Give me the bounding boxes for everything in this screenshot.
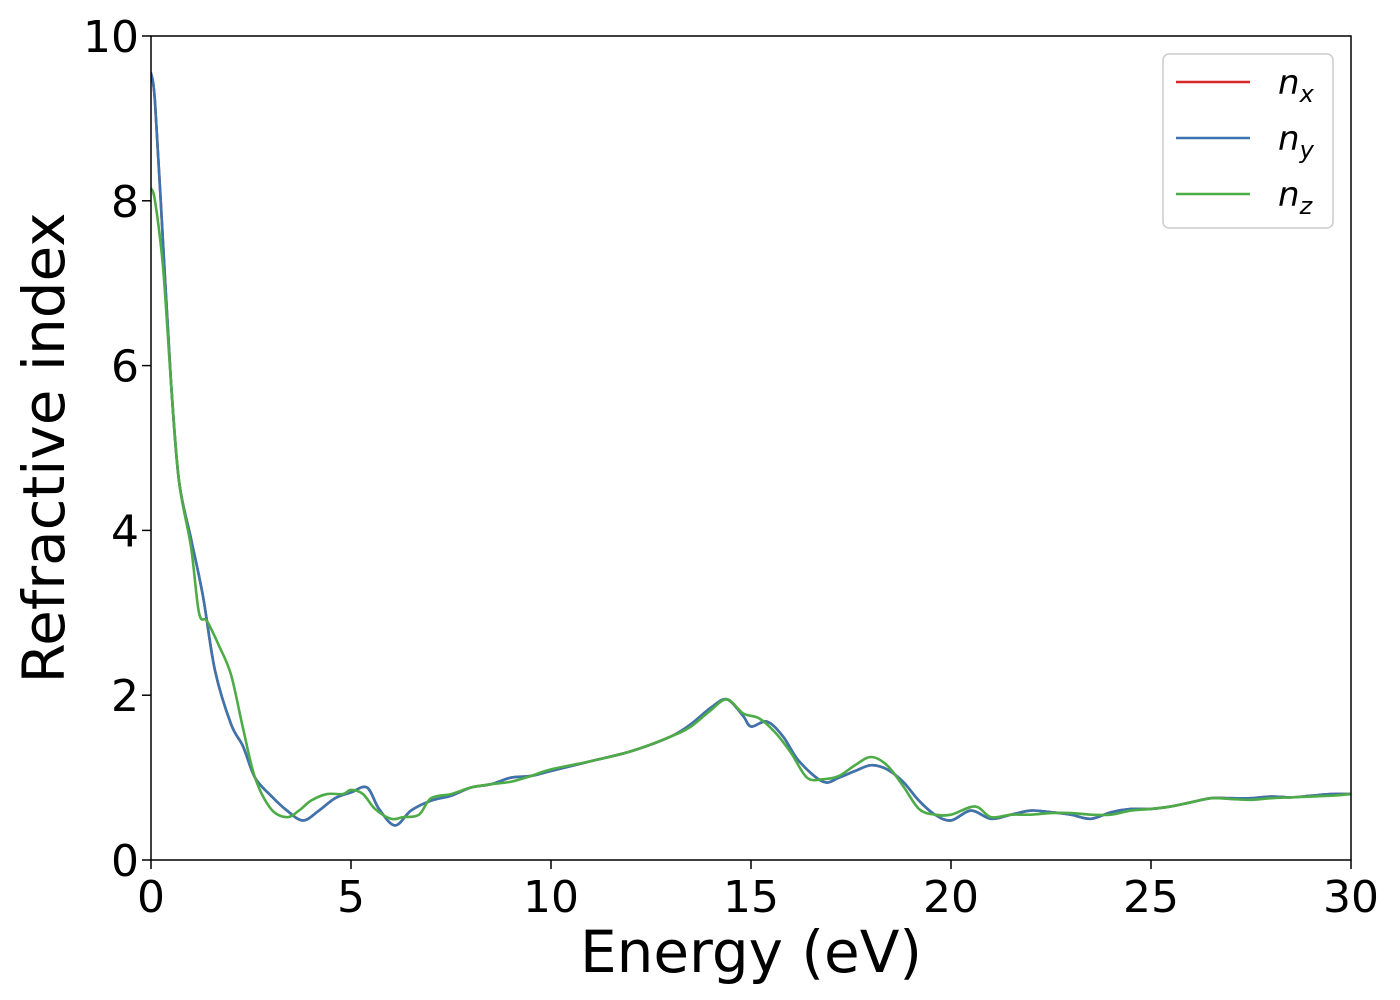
y-axis: 0 2 4 6 8 10 bbox=[83, 12, 151, 887]
x-tick-label: 30 bbox=[1323, 872, 1379, 923]
x-tick-label: 25 bbox=[1123, 872, 1179, 923]
y-tick-label: 6 bbox=[111, 342, 139, 393]
y-tick-label: 4 bbox=[111, 506, 139, 557]
y-tick-label: 8 bbox=[111, 177, 139, 228]
x-tick-label: 5 bbox=[337, 872, 365, 923]
x-tick-label: 20 bbox=[923, 872, 979, 923]
legend-label-nx: nx bbox=[1278, 63, 1315, 108]
legend-box bbox=[1162, 53, 1334, 229]
y-tick-label: 2 bbox=[111, 671, 139, 722]
series-lines bbox=[151, 71, 1351, 827]
x-tick-label: 0 bbox=[137, 872, 165, 923]
legend-label-nz: nz bbox=[1278, 175, 1314, 220]
x-axis: 0 5 10 15 20 25 30 bbox=[137, 860, 1379, 923]
x-tick-label: 15 bbox=[723, 872, 779, 923]
y-tick-label: 0 bbox=[111, 836, 139, 887]
series-line-nz bbox=[151, 187, 1351, 821]
x-tick-label: 10 bbox=[523, 872, 579, 923]
legend-label-ny: ny bbox=[1278, 119, 1315, 164]
y-tick-label: 10 bbox=[83, 12, 139, 63]
y-axis-label: Refractive index bbox=[10, 212, 78, 683]
x-axis-label: Energy (eV) bbox=[580, 918, 922, 986]
legend: nx ny nz bbox=[1162, 53, 1334, 229]
